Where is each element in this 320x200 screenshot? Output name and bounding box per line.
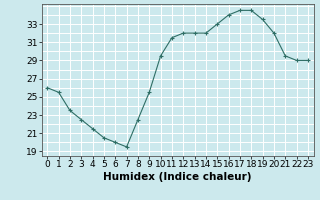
X-axis label: Humidex (Indice chaleur): Humidex (Indice chaleur) <box>103 172 252 182</box>
